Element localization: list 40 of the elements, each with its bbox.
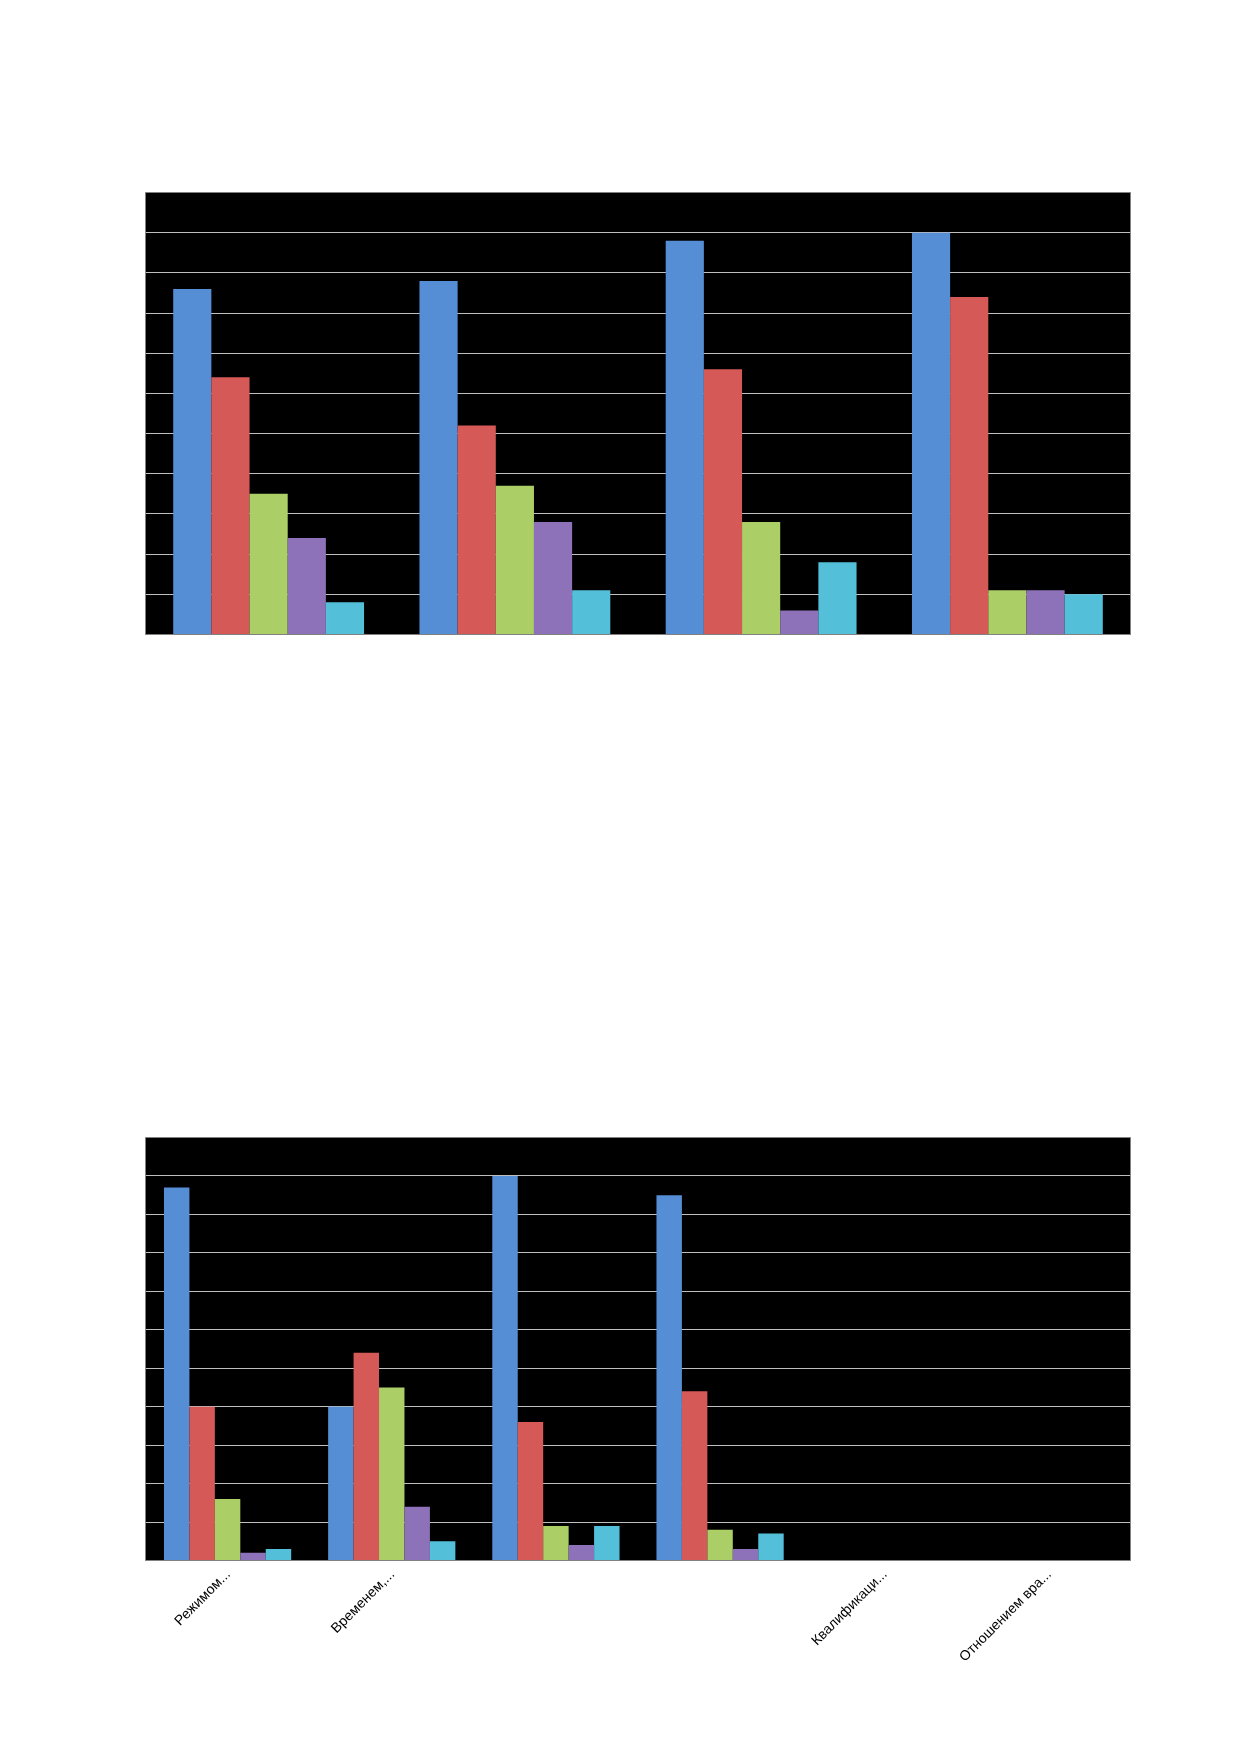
bar (732, 1548, 759, 1561)
bar (656, 1195, 682, 1561)
bar (328, 1406, 354, 1561)
bar (287, 538, 326, 635)
bar (568, 1545, 595, 1561)
bar (594, 1525, 620, 1561)
bar (742, 521, 781, 635)
bar (419, 280, 458, 635)
bar (325, 602, 365, 635)
bar (211, 377, 250, 635)
bar (457, 425, 496, 635)
bar (404, 1506, 430, 1561)
bar (681, 1391, 708, 1561)
bar (173, 288, 212, 635)
bar (780, 610, 819, 635)
bar (703, 369, 743, 635)
bar (950, 296, 989, 635)
bar (214, 1498, 241, 1561)
bar (707, 1529, 733, 1561)
bar (353, 1352, 380, 1561)
bar (758, 1533, 784, 1561)
bar (988, 590, 1027, 635)
bar (379, 1387, 405, 1561)
bar (240, 1552, 266, 1561)
bar (818, 562, 857, 635)
bar (265, 1548, 292, 1561)
bar (1064, 594, 1103, 635)
bar (1026, 590, 1065, 635)
bar (492, 1175, 518, 1561)
bar (572, 590, 611, 635)
bar (517, 1422, 544, 1561)
bar (533, 521, 573, 635)
bar (163, 1187, 190, 1561)
bar (249, 493, 288, 635)
bar (543, 1525, 569, 1561)
bar (429, 1541, 456, 1561)
bar (189, 1406, 215, 1561)
bar (665, 240, 704, 635)
bar (911, 232, 951, 635)
bar (495, 485, 534, 635)
